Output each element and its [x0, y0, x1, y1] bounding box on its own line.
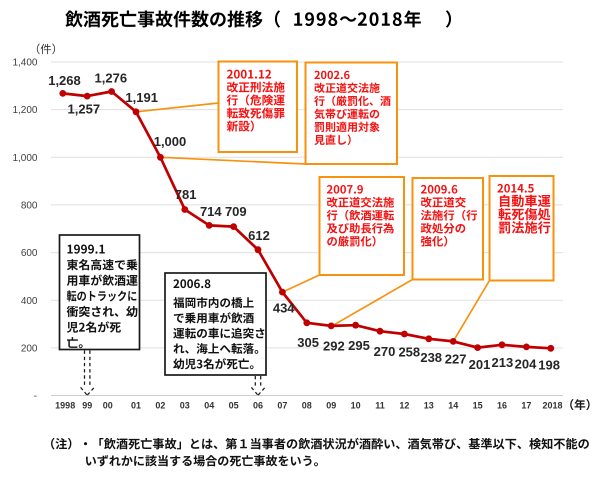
svg-text:06: 06 — [253, 401, 263, 411]
svg-text:709: 709 — [225, 204, 247, 219]
svg-text:10: 10 — [351, 401, 361, 411]
svg-text:1,200: 1,200 — [12, 105, 37, 116]
svg-text:305: 305 — [297, 335, 319, 350]
svg-text:434: 434 — [273, 300, 295, 315]
svg-text:13: 13 — [424, 401, 434, 411]
svg-text:-: - — [34, 391, 37, 402]
svg-text:02: 02 — [155, 401, 165, 411]
svg-text:238: 238 — [420, 350, 442, 365]
svg-text:1,400: 1,400 — [12, 58, 37, 69]
svg-text:07: 07 — [277, 401, 287, 411]
svg-text:09: 09 — [326, 401, 336, 411]
svg-text:1,000: 1,000 — [12, 153, 37, 164]
svg-text:2018: 2018 — [542, 401, 562, 411]
svg-text:198: 198 — [538, 358, 560, 373]
svg-text:01: 01 — [131, 401, 141, 411]
svg-text:00: 00 — [103, 401, 113, 411]
svg-text:292: 292 — [323, 339, 345, 354]
svg-text:15: 15 — [473, 401, 483, 411]
svg-text:295: 295 — [348, 338, 370, 353]
svg-text:781: 781 — [175, 187, 197, 202]
svg-text:14: 14 — [448, 401, 458, 411]
svg-text:200: 200 — [21, 344, 38, 355]
svg-text:99: 99 — [82, 401, 92, 411]
svg-text:400: 400 — [21, 296, 38, 307]
svg-text:213: 213 — [492, 355, 514, 370]
svg-text:11: 11 — [375, 401, 385, 411]
svg-text:204: 204 — [515, 357, 537, 372]
svg-text:1,276: 1,276 — [95, 71, 128, 86]
svg-text:03: 03 — [180, 401, 190, 411]
svg-text:16: 16 — [497, 401, 507, 411]
svg-text:17: 17 — [521, 401, 531, 411]
svg-text:258: 258 — [398, 345, 420, 360]
svg-text:270: 270 — [374, 344, 396, 359]
svg-text:714: 714 — [200, 204, 222, 219]
svg-text:612: 612 — [248, 228, 270, 243]
svg-text:04: 04 — [204, 401, 214, 411]
svg-text:1998: 1998 — [55, 401, 75, 411]
svg-text:08: 08 — [302, 401, 312, 411]
svg-text:05: 05 — [229, 401, 239, 411]
svg-text:800: 800 — [21, 201, 38, 212]
svg-text:201: 201 — [469, 357, 491, 372]
svg-text:600: 600 — [21, 248, 38, 259]
svg-text:227: 227 — [445, 352, 467, 367]
svg-text:1,257: 1,257 — [68, 101, 101, 116]
svg-text:1,268: 1,268 — [48, 73, 81, 88]
svg-text:1,000: 1,000 — [154, 134, 187, 149]
svg-text:12: 12 — [399, 401, 409, 411]
svg-text:1,191: 1,191 — [125, 90, 158, 105]
